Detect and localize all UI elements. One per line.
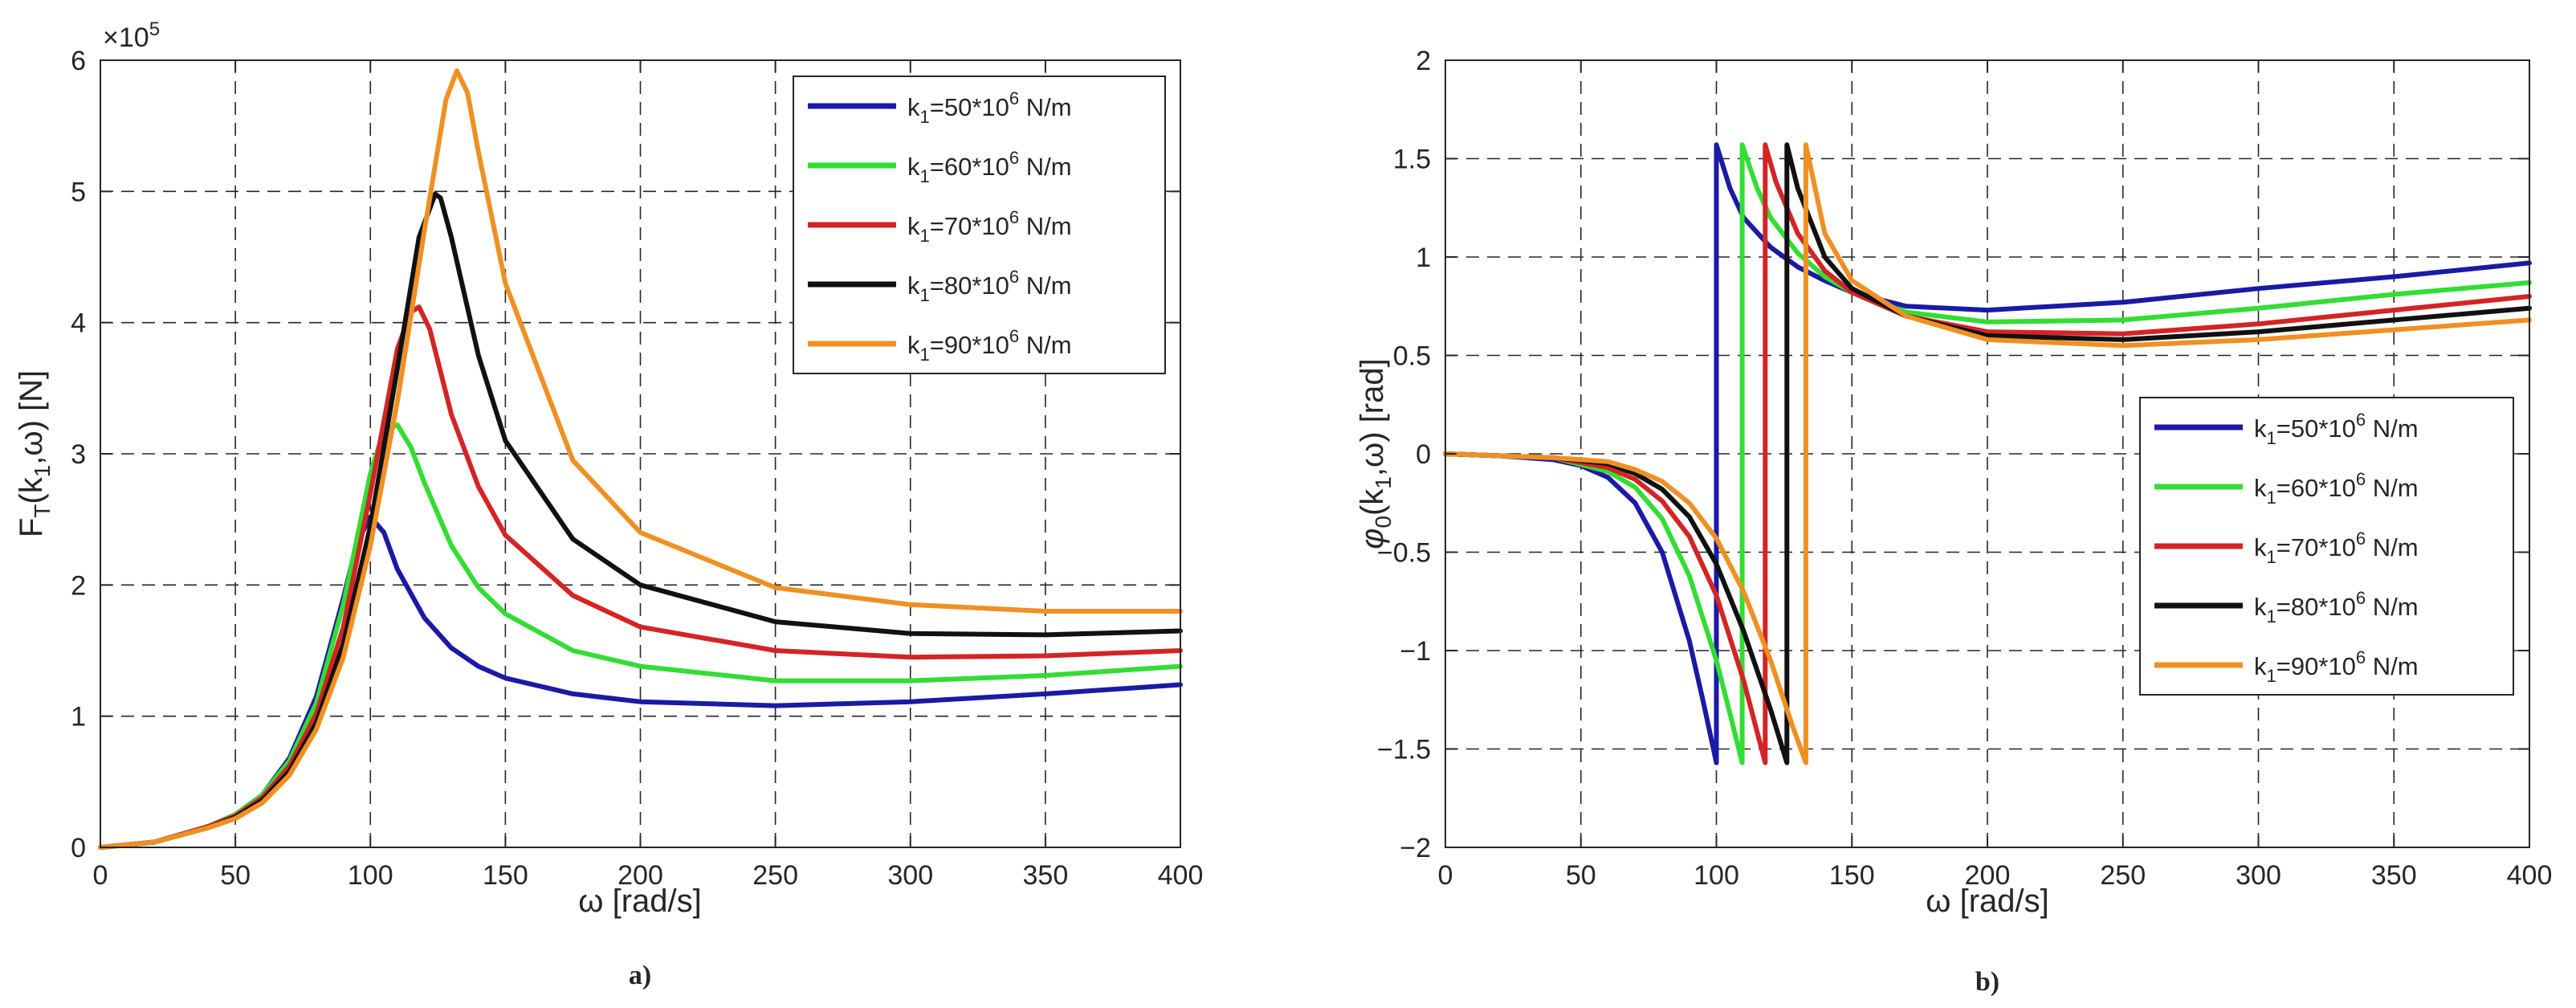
x-tick-label: 400: [2507, 860, 2553, 891]
series-group-b: [1443, 142, 2532, 765]
x-tick-label: 0: [93, 860, 108, 891]
legend-entry-label: k1=80*106 N/m: [907, 267, 1072, 305]
y-tick-label: −1: [1400, 636, 1431, 667]
x-tick-label: 100: [1694, 860, 1739, 891]
x-tick-label: 100: [348, 860, 393, 891]
legend-entry-label: k1=80*106 N/m: [2254, 588, 2419, 626]
x-tick-label: 250: [752, 860, 798, 891]
legend-entry-label: k1=90*106 N/m: [907, 326, 1072, 365]
legend-b: k1=50*106 N/m k1=60*106 N/m k1=70*106 N/m k…: [2139, 397, 2514, 696]
series-line: [98, 68, 1183, 850]
x-tick-label: 200: [1965, 860, 2011, 891]
y-tick-label: 2: [1416, 46, 1431, 76]
y-axis-label-b: φ0(k1,ω) [rad]: [1355, 358, 1396, 549]
y-tick-label: 0: [71, 833, 86, 863]
y-tick-label: 4: [71, 308, 86, 339]
y-tick-label: 1: [1416, 243, 1431, 273]
chart-panel-b: 0 50 100 150 200 250 300 350 400 −2 −1.5 −1 −0.5 0 0.5…: [1355, 46, 2552, 997]
x-tick-label: 300: [887, 860, 933, 891]
exponent-label-a: ×105: [103, 18, 160, 53]
legend-entry-label: k1=60*106 N/m: [2254, 469, 2419, 508]
x-axis-label-a: ω [rad/s]: [578, 884, 702, 919]
y-tick-label: 1.5: [1393, 145, 1431, 175]
ticks-b: 0 50 100 150 200 250 300 350 400 −2 −1.5 −1 −0.5 0 0.5…: [1377, 46, 2552, 891]
x-tick-label: 50: [1566, 860, 1596, 891]
series-line: [1443, 142, 2532, 765]
ticks-a: 0 50 100 150 200 250 300 350 400 0 1 2 3 4 5 6: [71, 46, 1203, 891]
legend-entry-label: k1=70*106 N/m: [907, 207, 1072, 246]
legend-entry-label: k1=50*106 N/m: [907, 88, 1072, 127]
legend-entry-label: k1=50*106 N/m: [2254, 410, 2419, 448]
panel-label-a: a): [629, 961, 651, 990]
y-tick-label: 0: [1416, 439, 1431, 470]
legend-entry-label: k1=60*106 N/m: [907, 148, 1072, 186]
x-tick-label: 50: [220, 860, 251, 891]
y-tick-label: 0.5: [1393, 341, 1431, 372]
x-tick-label: 300: [2236, 860, 2281, 891]
y-tick-label: −1.5: [1377, 735, 1431, 765]
y-tick-label: 2: [71, 570, 86, 601]
y-tick-label: 6: [71, 46, 86, 76]
series-group-a: [98, 68, 1183, 850]
series-line: [1443, 142, 2532, 765]
series-line: [1443, 142, 2532, 765]
y-tick-label: −2: [1400, 833, 1431, 863]
y-tick-label: 3: [71, 439, 86, 470]
y-tick-label: −0.5: [1377, 538, 1431, 569]
x-tick-label: 400: [1158, 860, 1204, 891]
x-tick-label: 350: [2371, 860, 2417, 891]
y-tick-label: 1: [71, 702, 86, 733]
panel-label-b: b): [1975, 967, 1999, 997]
series-line: [1443, 142, 2532, 765]
legend-entry-label: k1=70*106 N/m: [2254, 528, 2419, 567]
series-line: [1443, 142, 2532, 765]
x-tick-label: 200: [618, 860, 663, 891]
y-axis-label-a: FT(k1,ω) [N]: [14, 370, 55, 537]
x-tick-label: 350: [1023, 860, 1069, 891]
x-tick-label: 150: [483, 860, 528, 891]
x-axis-label-b: ω [rad/s]: [1926, 884, 2049, 919]
y-tick-label: 5: [71, 177, 86, 207]
x-tick-label: 150: [1829, 860, 1875, 891]
x-tick-label: 0: [1438, 860, 1453, 891]
x-tick-label: 250: [2100, 860, 2146, 891]
legend-entry-label: k1=90*106 N/m: [2254, 647, 2419, 686]
chart-panel-a: 0 50 100 150 200 250 300 350 400 0 1 2 3 4 5 6 ×105 ω […: [14, 18, 1203, 990]
legend-a: k1=50*106 N/m k1=60*106 N/m k1=70*106 N/m k…: [793, 75, 1166, 374]
